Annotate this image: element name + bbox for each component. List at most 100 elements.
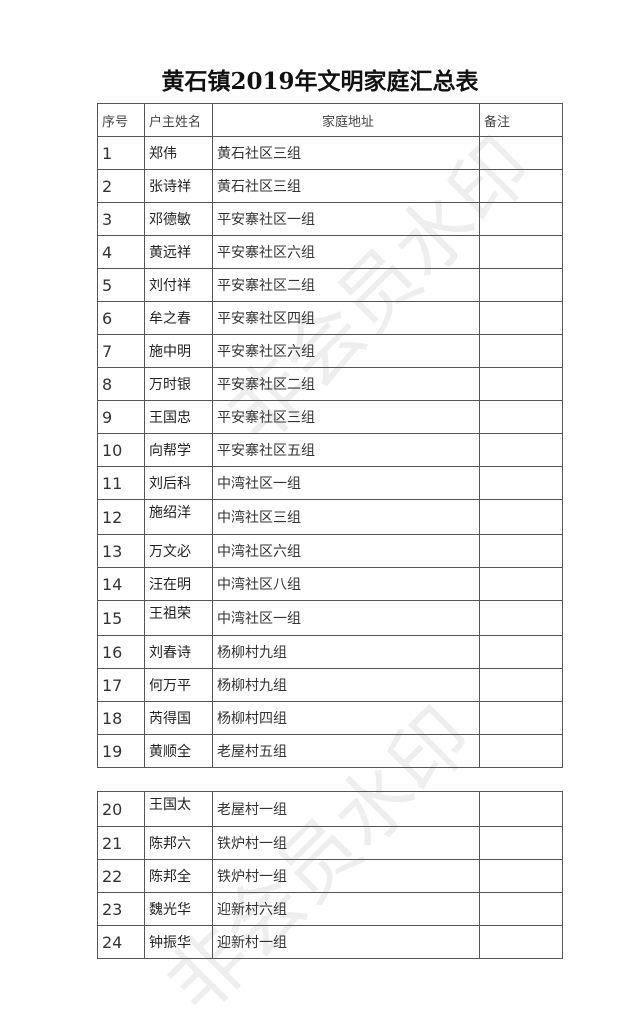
page-title: 黄石镇2019年文明家庭汇总表 [161, 68, 479, 95]
cell-remarks [479, 791, 563, 827]
cell-address: 平安寨社区三组 [212, 400, 480, 434]
table-row: 3 邓德敏 平安寨社区一组 [97, 202, 563, 236]
cell-index: 7 [97, 334, 145, 368]
table-row: 2 张诗祥 黄石社区三组 [97, 169, 563, 203]
cell-address: 平安寨社区四组 [212, 301, 480, 335]
table-row: 10 向帮学 平安寨社区五组 [97, 433, 563, 467]
table-row: 23 魏光华 迎新村六组 [97, 892, 563, 926]
cell-index: 20 [97, 791, 145, 827]
cell-address: 迎新村一组 [212, 925, 480, 959]
cell-address: 黄石社区三组 [212, 169, 480, 203]
cell-name: 王国太 [144, 791, 213, 827]
cell-remarks [479, 925, 563, 959]
table-header-row: 序号 户主姓名 家庭地址 备注 [97, 103, 563, 137]
header-index: 序号 [97, 103, 145, 137]
cell-remarks [479, 466, 563, 500]
cell-remarks [479, 235, 563, 269]
cell-name: 向帮学 [144, 433, 213, 467]
cell-name: 牟之春 [144, 301, 213, 335]
cell-index: 18 [97, 701, 145, 735]
cell-remarks [479, 859, 563, 893]
cell-remarks [479, 433, 563, 467]
cell-name: 郑伟 [144, 136, 213, 170]
table-row: 16 刘春诗 杨柳村九组 [97, 635, 563, 669]
cell-index: 17 [97, 668, 145, 702]
cell-index: 23 [97, 892, 145, 926]
cell-address: 杨柳村九组 [212, 635, 480, 669]
cell-name: 黄顺全 [144, 734, 213, 768]
cell-index: 13 [97, 534, 145, 568]
table-row: 12 施绍洋 中湾社区三组 [97, 499, 563, 535]
summary-table-part-1: 序号 户主姓名 家庭地址 备注 1 郑伟 黄石社区三组 2 张诗祥 黄石社区三组 3 邓德敏平… [97, 103, 563, 768]
cell-remarks [479, 136, 563, 170]
table-row: 18 芮得国 杨柳村四组 [97, 701, 563, 735]
cell-address: 中湾社区八组 [212, 567, 480, 601]
cell-index: 24 [97, 925, 145, 959]
table-row: 24 钟振华 迎新村一组 [97, 925, 563, 959]
cell-name: 施中明 [144, 334, 213, 368]
cell-index: 11 [97, 466, 145, 500]
cell-remarks [479, 499, 563, 535]
table-row: 21 陈邦六 铁炉村一组 [97, 826, 563, 860]
cell-address: 老屋村五组 [212, 734, 480, 768]
cell-index: 8 [97, 367, 145, 401]
cell-index: 4 [97, 235, 145, 269]
cell-index: 19 [97, 734, 145, 768]
cell-index: 1 [97, 136, 145, 170]
cell-remarks [479, 734, 563, 768]
cell-name: 万文必 [144, 534, 213, 568]
cell-remarks [479, 268, 563, 302]
cell-name: 刘后科 [144, 466, 213, 500]
cell-remarks [479, 701, 563, 735]
cell-name: 刘付祥 [144, 268, 213, 302]
cell-address: 杨柳村九组 [212, 668, 480, 702]
cell-remarks [479, 567, 563, 601]
header-address: 家庭地址 [212, 103, 480, 137]
table-row: 5 刘付祥 平安寨社区二组 [97, 268, 563, 302]
cell-address: 平安寨社区六组 [212, 235, 480, 269]
cell-index: 10 [97, 433, 145, 467]
cell-name: 王国忠 [144, 400, 213, 434]
cell-remarks [479, 892, 563, 926]
cell-index: 3 [97, 202, 145, 236]
cell-address: 中湾社区三组 [212, 499, 480, 535]
cell-address: 平安寨社区六组 [212, 334, 480, 368]
cell-name: 钟振华 [144, 925, 213, 959]
cell-name: 何万平 [144, 668, 213, 702]
summary-table-part-2: 20 王国太 老屋村一组 21 陈邦六 铁炉村一组 22 陈邦全 铁炉村一组 23 魏光华 迎新村六组… [97, 791, 563, 959]
cell-remarks [479, 826, 563, 860]
cell-index: 22 [97, 859, 145, 893]
cell-remarks [479, 400, 563, 434]
cell-address: 黄石社区三组 [212, 136, 480, 170]
cell-name: 张诗祥 [144, 169, 213, 203]
cell-address: 平安寨社区五组 [212, 433, 480, 467]
cell-address: 杨柳村四组 [212, 701, 480, 735]
table-row: 13 万文必 中湾社区六组 [97, 534, 563, 568]
table-row: 1 郑伟 黄石社区三组 [97, 136, 563, 170]
cell-address: 平安寨社区二组 [212, 268, 480, 302]
table-row: 14 汪在明 中湾社区八组 [97, 567, 563, 601]
table-row: 4 黄远祥 平安寨社区六组 [97, 235, 563, 269]
cell-address: 中湾社区六组 [212, 534, 480, 568]
cell-remarks [479, 635, 563, 669]
table-row: 11 刘后科 中湾社区一组 [97, 466, 563, 500]
cell-name: 汪在明 [144, 567, 213, 601]
cell-remarks [479, 668, 563, 702]
cell-name: 王祖荣 [144, 600, 213, 636]
cell-name: 万时银 [144, 367, 213, 401]
cell-remarks [479, 367, 563, 401]
cell-address: 平安寨社区二组 [212, 367, 480, 401]
cell-name: 芮得国 [144, 701, 213, 735]
cell-name: 陈邦六 [144, 826, 213, 860]
header-remarks: 备注 [479, 103, 563, 137]
table-row: 17 何万平 杨柳村九组 [97, 668, 563, 702]
cell-name: 邓德敏 [144, 202, 213, 236]
cell-remarks [479, 334, 563, 368]
table-row: 6 牟之春 平安寨社区四组 [97, 301, 563, 335]
cell-address: 中湾社区一组 [212, 600, 480, 636]
table-row: 8 万时银 平安寨社区二组 [97, 367, 563, 401]
cell-remarks [479, 534, 563, 568]
header-name: 户主姓名 [144, 103, 213, 137]
table-row: 15 王祖荣 中湾社区一组 [97, 600, 563, 636]
